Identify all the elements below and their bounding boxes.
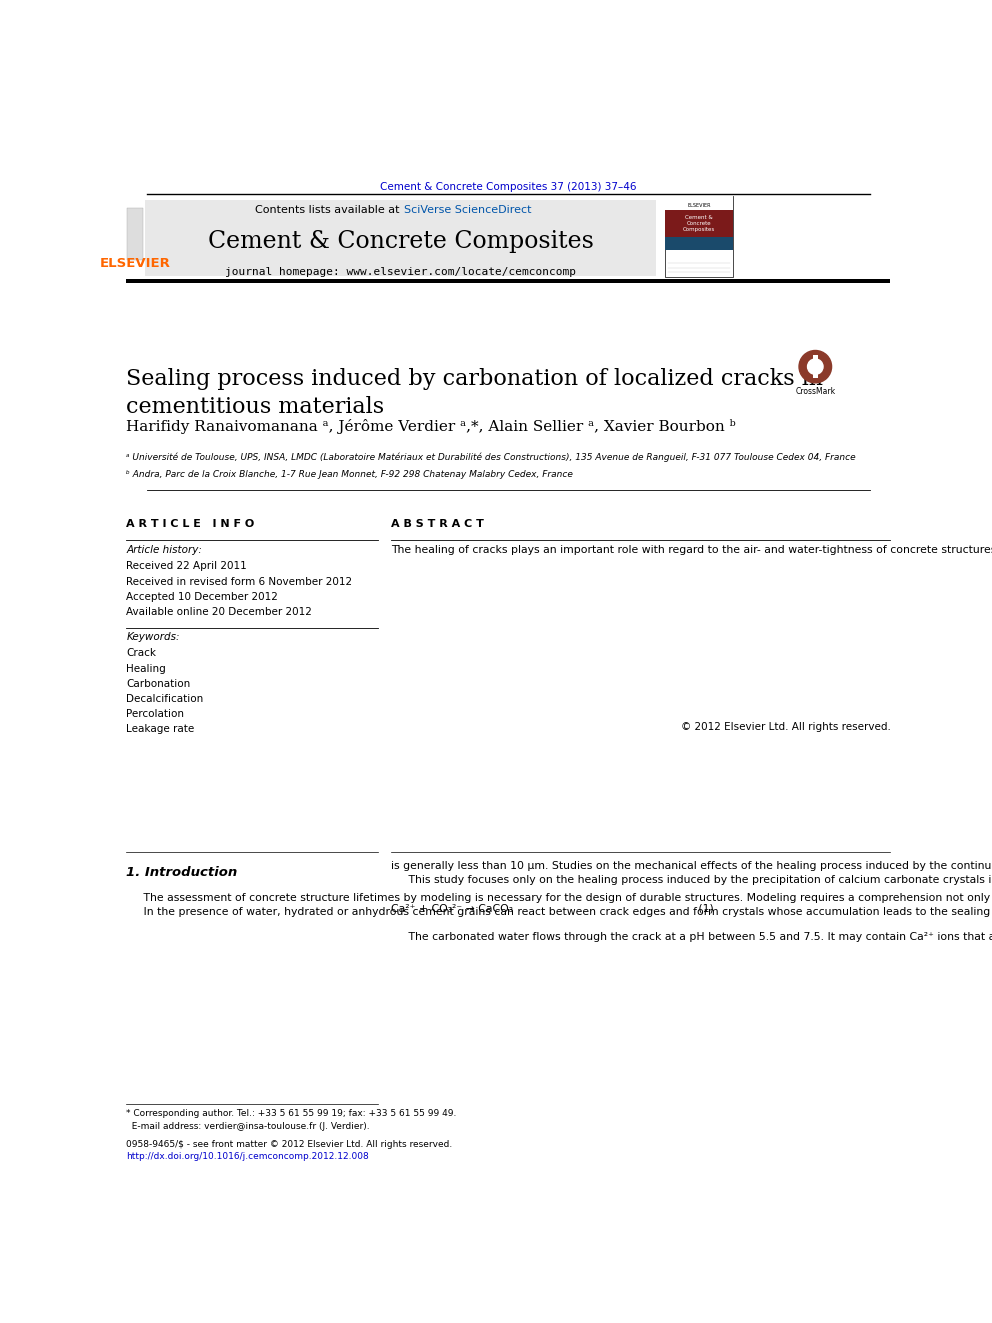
Bar (126, 279, 891, 283)
Text: SciVerse ScienceDirect: SciVerse ScienceDirect (404, 205, 532, 214)
Text: Harifidy Ranaivomanana ᵃ, Jérôme Verdier ᵃ,*, Alain Sellier ᵃ, Xavier Bourbon ᵇ: Harifidy Ranaivomanana ᵃ, Jérôme Verdier… (126, 419, 736, 434)
Bar (665, 237, 733, 250)
Text: Contents lists available at: Contents lists available at (255, 205, 403, 214)
Text: is generally less than 10 μm. Studies on the mechanical effects of the healing p: is generally less than 10 μm. Studies on… (391, 861, 992, 942)
Circle shape (799, 351, 831, 382)
Text: Keywords:: Keywords: (126, 632, 180, 642)
Text: Cement & Concrete Composites 37 (2013) 37–46: Cement & Concrete Composites 37 (2013) 3… (380, 181, 637, 192)
Text: 0958-9465/$ - see front matter © 2012 Elsevier Ltd. All rights reserved.: 0958-9465/$ - see front matter © 2012 El… (126, 1139, 452, 1148)
Text: A B S T R A C T: A B S T R A C T (391, 519, 484, 529)
Circle shape (807, 359, 823, 374)
Text: ᵃ Université de Toulouse, UPS, INSA, LMDC (Laboratoire Matériaux et Durabilité d: ᵃ Université de Toulouse, UPS, INSA, LMD… (126, 452, 856, 463)
Text: CrossMark: CrossMark (796, 386, 835, 396)
Text: The assessment of concrete structure lifetimes by modeling is necessary for the : The assessment of concrete structure lif… (126, 893, 992, 917)
Text: ELSEVIER: ELSEVIER (99, 257, 171, 270)
Text: http://dx.doi.org/10.1016/j.cemconcomp.2012.12.008: http://dx.doi.org/10.1016/j.cemconcomp.2… (126, 1152, 369, 1162)
Bar (126, 200, 144, 275)
Bar (665, 196, 733, 278)
Text: * Corresponding author. Tel.: +33 5 61 55 99 19; fax: +33 5 61 55 99 49.
  E-mai: * Corresponding author. Tel.: +33 5 61 5… (126, 1109, 456, 1131)
Text: Cement & Concrete Composites: Cement & Concrete Composites (207, 230, 593, 253)
Text: © 2012 Elsevier Ltd. All rights reserved.: © 2012 Elsevier Ltd. All rights reserved… (681, 721, 891, 732)
Text: The healing of cracks plays an important role with regard to the air- and water-: The healing of cracks plays an important… (391, 545, 992, 554)
Bar (665, 196, 733, 210)
Text: ELSEVIER: ELSEVIER (687, 202, 711, 208)
Text: Crack
Healing
Carbonation
Decalcification
Percolation
Leakage rate: Crack Healing Carbonation Decalcificatio… (126, 648, 203, 734)
Text: Article history:: Article history: (126, 545, 202, 554)
Bar (813, 355, 817, 378)
Text: Received 22 April 2011
Received in revised form 6 November 2012
Accepted 10 Dece: Received 22 April 2011 Received in revis… (126, 561, 352, 617)
Text: 1. Introduction: 1. Introduction (126, 865, 237, 878)
Text: A R T I C L E   I N F O: A R T I C L E I N F O (126, 519, 255, 529)
Bar (127, 208, 143, 261)
Text: Cement &
Concrete
Composites: Cement & Concrete Composites (682, 214, 715, 232)
Text: Sealing process induced by carbonation of localized cracks in
cementitious mater: Sealing process induced by carbonation o… (126, 368, 823, 418)
Text: journal homepage: www.elsevier.com/locate/cemconcomp: journal homepage: www.elsevier.com/locat… (225, 266, 576, 277)
Bar (145, 200, 657, 275)
Bar (665, 210, 733, 237)
Text: ᵇ Andra, Parc de la Croix Blanche, 1-7 Rue Jean Monnet, F-92 298 Chatenay Malabr: ᵇ Andra, Parc de la Croix Blanche, 1-7 R… (126, 470, 573, 479)
